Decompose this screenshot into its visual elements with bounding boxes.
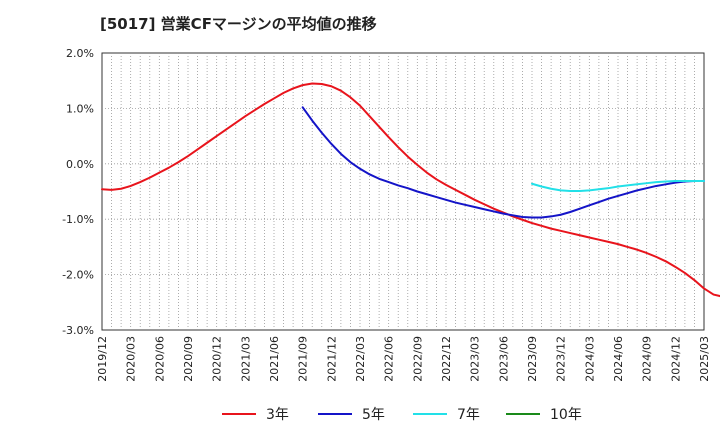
y-tick-label: -1.0% (62, 213, 94, 226)
chart-title: [5017] 営業CFマージンの平均値の推移 (100, 15, 377, 33)
plot-area (101, 52, 705, 331)
series-line (301, 106, 705, 219)
x-tick-label: 2025/03 (698, 336, 711, 382)
x-tick-label: 2021/12 (325, 336, 338, 382)
x-tick-label: 2022/09 (411, 336, 424, 382)
x-tick-label: 2019/12 (96, 336, 109, 382)
series-layer (101, 82, 720, 298)
legend-label: 5年 (362, 407, 385, 423)
series-line (101, 82, 720, 298)
legend-item: 3年 (222, 407, 289, 423)
plot-frame (101, 52, 705, 331)
y-tick-label: -2.0% (62, 269, 94, 282)
x-tick-label: 2024/06 (612, 336, 625, 382)
legend-item: 7年 (413, 407, 480, 423)
x-tick-label: 2022/03 (354, 336, 367, 382)
legend-label: 10年 (550, 407, 582, 423)
x-tick-label: 2023/03 (469, 336, 482, 382)
series-line (531, 179, 705, 192)
x-tick-label: 2021/09 (297, 336, 310, 382)
x-tick-label: 2021/06 (268, 336, 281, 382)
y-tick-label: 1.0% (66, 102, 94, 115)
x-tick-label: 2020/12 (211, 336, 224, 382)
x-tick-label: 2020/09 (182, 336, 195, 382)
x-tick-label: 2020/03 (125, 336, 138, 382)
legend-label: 7年 (457, 407, 480, 423)
x-tick-label: 2023/09 (526, 336, 539, 382)
x-tick-label: 2022/06 (383, 336, 396, 382)
y-axis: 2.0% 1.0% 0.0% -1.0% -2.0% -3.0% (62, 47, 94, 337)
x-tick-label: 2024/12 (669, 336, 682, 382)
y-tick-label: -3.0% (62, 324, 94, 337)
x-axis: 2019/12 2020/03 2020/06 2020/09 2020/12 2021/… (96, 336, 711, 382)
x-tick-label: 2022/12 (440, 336, 453, 382)
x-tick-label: 2024/03 (583, 336, 596, 382)
legend-item: 5年 (318, 407, 385, 423)
legend: 3年 5年 7年 10年 (222, 407, 582, 423)
x-tick-label: 2023/12 (555, 336, 568, 382)
x-tick-label: 2023/06 (497, 336, 510, 382)
y-tick-label: 0.0% (66, 158, 94, 171)
x-tick-label: 2020/06 (153, 336, 166, 382)
y-tick-label: 2.0% (66, 47, 94, 60)
x-tick-label: 2021/03 (239, 336, 252, 382)
legend-label: 3年 (266, 407, 289, 423)
x-tick-label: 2024/09 (641, 336, 654, 382)
legend-item: 10年 (506, 407, 582, 423)
